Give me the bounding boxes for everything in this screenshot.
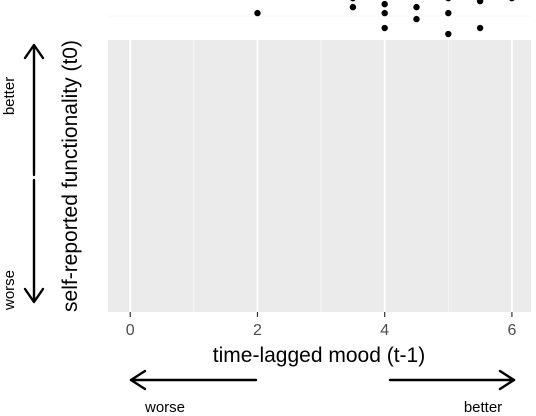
x-direction-arrows <box>129 369 516 391</box>
data-point <box>254 9 261 17</box>
y-direction-arrow <box>23 43 45 304</box>
data-point <box>381 24 388 32</box>
data-point <box>476 24 484 32</box>
data-point <box>445 0 451 2</box>
plot-panel <box>108 40 531 312</box>
x-tick-label: 6 <box>507 322 516 339</box>
data-point <box>350 0 356 2</box>
x-axis-title: time-lagged mood (t-1) <box>213 344 425 367</box>
x-worse-label: worse <box>144 399 185 416</box>
y-worse-label: worse <box>1 270 18 311</box>
minor-gridlines <box>108 15 531 312</box>
x-axis-ticks: 0 2 4 6 <box>126 312 516 339</box>
data-point <box>413 15 420 23</box>
x-tick-label: 2 <box>253 322 262 339</box>
data-point <box>445 30 452 38</box>
y-better-label: better <box>1 77 18 115</box>
major-gridlines <box>129 40 513 312</box>
data-point <box>381 9 388 17</box>
data-point <box>445 9 452 17</box>
data-point <box>476 0 484 5</box>
x-tick-label: 0 <box>126 322 135 339</box>
y-axis-title: self-reported functionality (t0) <box>59 40 82 312</box>
x-tick-label: 4 <box>380 322 389 339</box>
data-point <box>381 0 388 8</box>
x-better-label: better <box>464 399 502 416</box>
data-point <box>349 3 357 11</box>
data-point <box>509 0 515 2</box>
data-point <box>413 3 420 11</box>
data-points <box>254 0 515 38</box>
